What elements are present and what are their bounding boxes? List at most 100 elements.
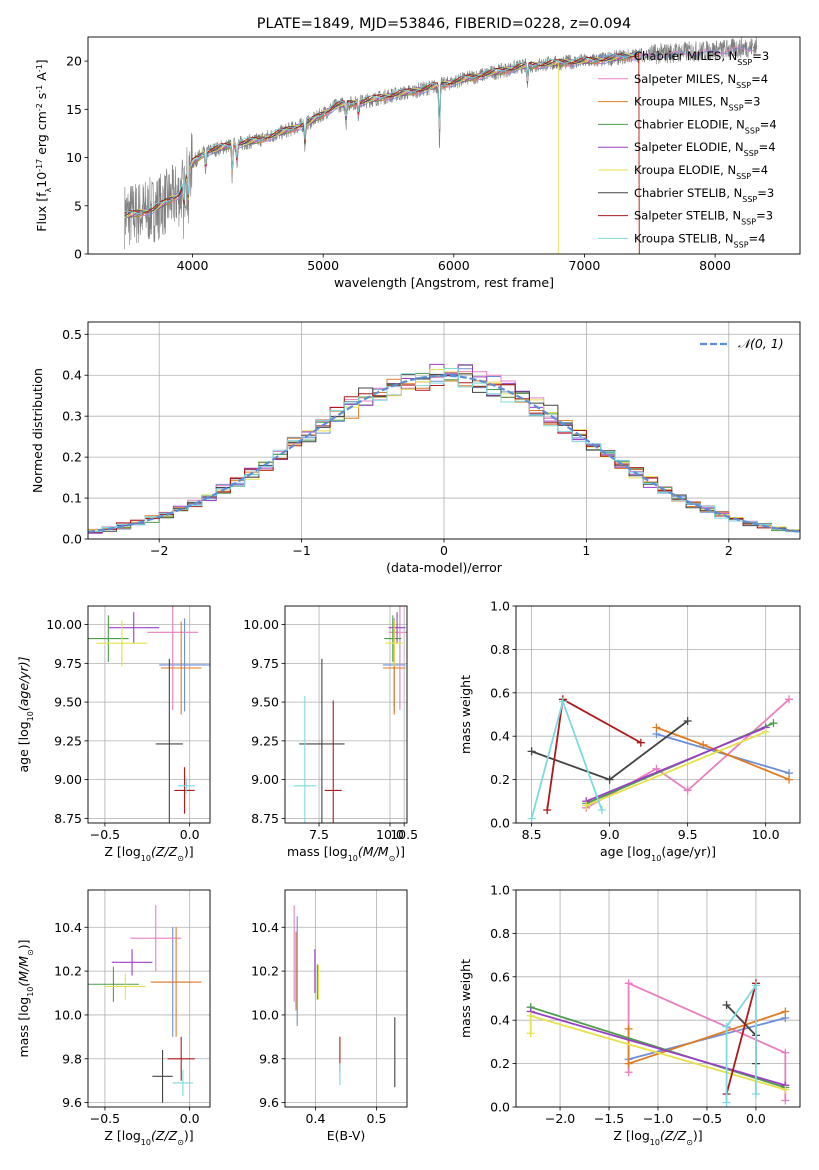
axes-frame xyxy=(284,889,408,1108)
mass_vs_ebv-grid xyxy=(285,890,407,1107)
y-tick-label: 9.25 xyxy=(251,733,279,748)
legend-label: Kroupa ELODIE, NSSP=4 xyxy=(634,163,768,181)
y-tick-label: 9.00 xyxy=(251,772,279,787)
x-tick-label: 10.0 xyxy=(752,827,780,842)
y-tick-label: 0.6 xyxy=(490,685,510,700)
age_vs_Z-axes: −0.5 0.0 8.75 9.00 9.25 9.50 9.75 10.00 Z [log10… xyxy=(16,605,211,863)
y-axis-label: mass weight xyxy=(458,959,473,1038)
spectrum-legend: Chabrier MILES, NSSP=3 Salpeter MILES, NS… xyxy=(598,49,777,249)
weight-marker xyxy=(769,719,778,728)
weight-line-elod-salp xyxy=(530,1010,786,1087)
x-axis-label: (data-model)/error xyxy=(386,560,503,575)
y-tick-label: 0.6 xyxy=(490,969,510,984)
weight-line-stel-salp xyxy=(546,697,642,811)
axes-frame xyxy=(87,36,801,255)
y-tick-label: 0.4 xyxy=(62,368,82,383)
weight-line-stel-salp xyxy=(725,983,757,1095)
weight-line-elod-krou xyxy=(585,731,767,807)
y-tick-label: 10 xyxy=(66,150,82,165)
weight-marker xyxy=(785,695,794,704)
y-tick-label: 10.0 xyxy=(251,1007,279,1022)
weight-marker xyxy=(624,1068,633,1077)
x-tick-label: 8000 xyxy=(699,258,731,273)
model-spectrum-stel-chab xyxy=(124,53,639,216)
weight-line-elod-chab xyxy=(530,1006,786,1089)
y-tick-label: 10.00 xyxy=(243,617,279,632)
x-axis-label: mass [log10(M/M⊙)] xyxy=(287,844,405,863)
weight-line-stel-krou xyxy=(725,982,757,1103)
weight-marker xyxy=(624,1024,633,1033)
weight-vs-age-plot: 8.5 9.0 9.5 10.0 0.0 0.2 0.4 0.6 0.8 1.0 age [log1… xyxy=(458,599,801,863)
y-axis-label: Flux [fλ10-17 erg cm-2 s-1 A-1] xyxy=(34,59,53,231)
y-tick-label: 10.0 xyxy=(54,1007,82,1022)
weight-marker xyxy=(781,1048,790,1057)
weight-marker xyxy=(683,717,692,726)
y-tick-label: 0.4 xyxy=(490,1013,510,1028)
x-tick-label: 0 xyxy=(440,543,448,558)
y-tick-label: 0 xyxy=(74,247,82,262)
y-tick-label: 20 xyxy=(66,54,82,69)
x-tick-label: 4000 xyxy=(177,258,209,273)
weight-marker xyxy=(527,814,536,823)
y-tick-label: 0.0 xyxy=(490,1100,510,1115)
weight-marker xyxy=(751,1089,760,1098)
age-vs-metallicity-plot: −0.5 0.0 8.75 9.00 9.25 9.50 9.75 10.00 Z [log10… xyxy=(16,605,211,863)
weight-marker xyxy=(652,764,661,773)
weight-line-stel-chab xyxy=(725,1004,757,1064)
y-tick-label: 1.0 xyxy=(490,883,510,898)
mass-vs-extinction-plot: 0.4 0.5 9.6 9.8 10.0 10.2 10.4 E(B-V) xyxy=(251,889,408,1143)
axes-frame xyxy=(87,605,211,824)
weight-marker xyxy=(699,740,708,749)
y-tick-label: 0.0 xyxy=(490,816,510,831)
weight-marker xyxy=(636,738,645,747)
weight-marker xyxy=(683,786,692,795)
y-tick-label: 9.50 xyxy=(251,695,279,710)
residuals-axes: −2 −1 0 1 2 0.0 0.1 0.2 0.3 0.4 0.5 𝒩(0, 1) (data-mo… xyxy=(30,321,801,575)
model-spectrum-stel-krou xyxy=(124,50,639,214)
weight-marker xyxy=(582,801,591,810)
weight_vs_age-axes: 8.5 9.0 9.5 10.0 0.0 0.2 0.4 0.6 0.8 1.0 age [log1… xyxy=(458,599,801,863)
weight-marker xyxy=(558,697,567,706)
y-tick-label: 0.8 xyxy=(490,642,510,657)
x-axis-label: E(B-V) xyxy=(327,1128,366,1143)
legend-label: Chabrier STELIB, NSSP=3 xyxy=(634,186,774,204)
weight-marker xyxy=(543,805,552,814)
y-tick-label: 9.8 xyxy=(62,1051,82,1066)
weight_vs_age-data xyxy=(527,695,794,823)
weight-marker xyxy=(781,1007,790,1016)
age_vs_mass-axes: 7.5 10.010.5 8.75 9.00 9.25 9.50 9.75 10.00 mass… xyxy=(243,605,418,863)
legend-label: Salpeter STELIB, NSSP=3 xyxy=(634,209,773,227)
x-tick-label: 0.5 xyxy=(367,1111,387,1126)
x-tick-label: 0.4 xyxy=(306,1111,326,1126)
x-tick-label: 10.5 xyxy=(390,827,418,842)
x-tick-label: 7000 xyxy=(569,258,601,273)
weight-marker xyxy=(526,1011,535,1020)
weight-line-elod-salp xyxy=(585,726,767,803)
x-tick-label: 2 xyxy=(725,543,733,558)
x-axis-label: wavelength [Angstrom, rest frame] xyxy=(334,275,554,290)
y-tick-label: 8.75 xyxy=(54,811,82,826)
legend-label: Salpeter MILES, NSSP=4 xyxy=(634,72,768,90)
x-tick-label: 9.0 xyxy=(600,827,620,842)
y-axis-label: mass weight xyxy=(458,675,473,754)
y-tick-label: 9.50 xyxy=(54,695,82,710)
y-tick-label: 0.5 xyxy=(62,327,82,342)
x-axis-label: age [log10(age/yr)] xyxy=(600,844,716,863)
age_vs_mass-grid xyxy=(285,606,407,823)
x-tick-label: 0.0 xyxy=(180,1111,200,1126)
weight-marker xyxy=(605,775,614,784)
weight-marker xyxy=(624,1059,633,1068)
x-tick-label: −1.5 xyxy=(594,1111,624,1126)
x-tick-label: 7.5 xyxy=(309,827,329,842)
mass_vs_ebv-axes: 0.4 0.5 9.6 9.8 10.0 10.2 10.4 E(B-V) xyxy=(251,889,408,1143)
y-tick-label: 0.2 xyxy=(62,450,82,465)
x-tick-label: −0.5 xyxy=(90,1111,120,1126)
weight_vs_Z-grid xyxy=(516,889,800,1108)
y-tick-label: 9.00 xyxy=(54,772,82,787)
weight-marker xyxy=(652,723,661,732)
y-tick-label: 10.4 xyxy=(54,920,82,935)
axes-frame xyxy=(515,605,801,824)
y-tick-label: 0.2 xyxy=(490,1056,510,1071)
weight-marker xyxy=(722,1022,731,1031)
